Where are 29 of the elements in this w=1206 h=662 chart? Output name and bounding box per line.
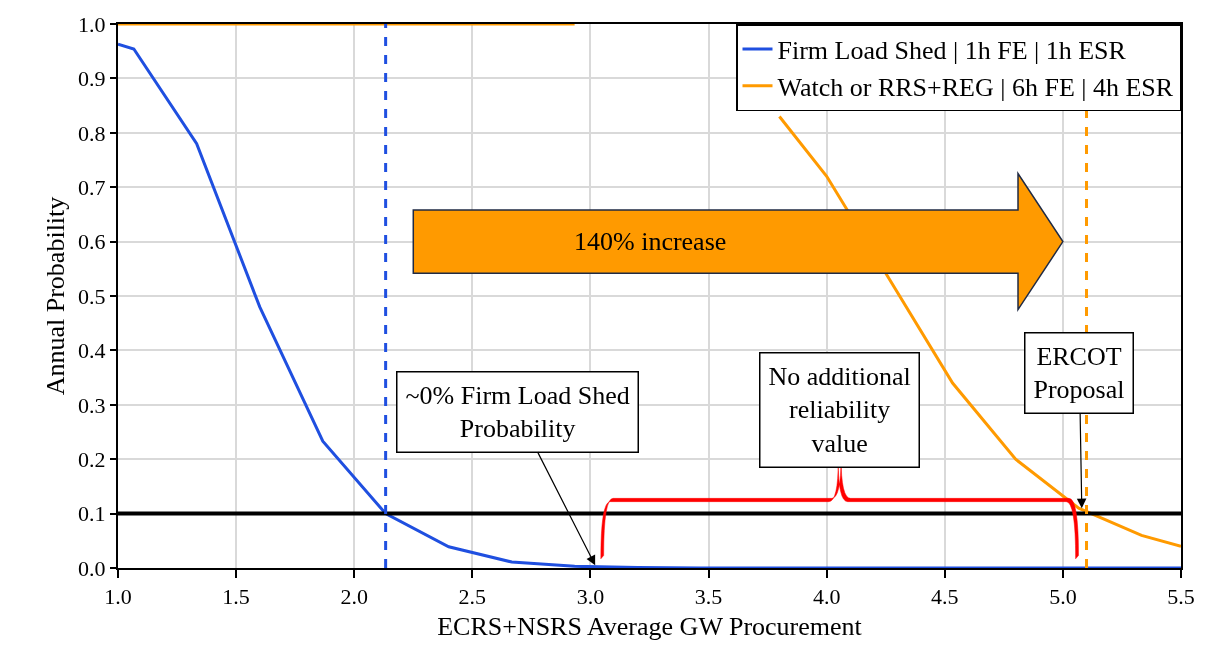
y-tick-label: 0.4 xyxy=(78,338,106,364)
x-tick-label: 4.5 xyxy=(931,584,959,610)
y-tick-label: 0.1 xyxy=(78,501,106,527)
x-tick-label: 4.0 xyxy=(812,584,841,610)
annotation: 140% increase xyxy=(574,227,727,256)
x-tick-label: 1.0 xyxy=(104,584,132,610)
x-tick-label: 3.5 xyxy=(694,584,723,610)
legend-label: Firm Load Shed | 1h FE | 1h ESR xyxy=(777,36,1127,66)
x-tick-label: 5.5 xyxy=(1167,584,1195,610)
y-tick-label: 0.6 xyxy=(78,229,106,255)
y-tick-label: 0.0 xyxy=(78,555,106,581)
y-tick-label: 0.8 xyxy=(78,120,106,146)
legend-label: Watch or RRS+REG | 6h FE | 4h ESR xyxy=(777,72,1174,102)
x-tick-label: 5.0 xyxy=(1049,584,1077,610)
y-tick-label: 0.7 xyxy=(78,174,106,200)
x-tick-label: 1.5 xyxy=(222,584,250,610)
annotation: ~0% Firm Load Shed Probability xyxy=(405,380,630,444)
y-tick-label: 0.9 xyxy=(78,66,106,92)
y-tick-label: 0.3 xyxy=(78,392,106,418)
annotation: No additional reliability value xyxy=(768,361,911,459)
y-tick-label: 0.5 xyxy=(78,283,106,309)
x-tick-label: 2.0 xyxy=(340,584,368,610)
y-axis-title: Annual Probability xyxy=(41,196,70,396)
annotation: ERCOT Proposal xyxy=(1033,341,1125,405)
x-axis-title: ECRS+NSRS Average GW Procurement xyxy=(437,611,863,641)
x-tick-label: 3.0 xyxy=(576,584,605,610)
y-tick-label: 1.0 xyxy=(78,11,106,37)
x-tick-label: 2.5 xyxy=(458,584,487,610)
y-tick-label: 0.2 xyxy=(78,446,106,472)
